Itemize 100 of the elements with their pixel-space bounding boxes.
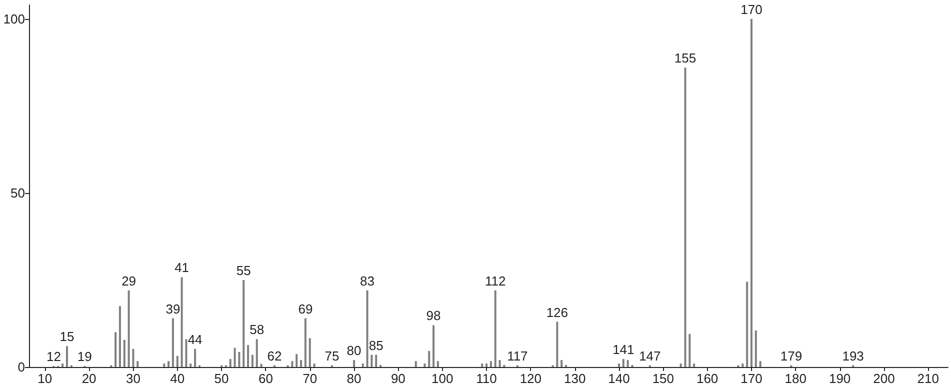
bar [414,361,417,367]
bar [362,364,364,367]
bar [494,290,496,367]
bar [234,348,236,367]
annotation: 98 [426,308,441,324]
bar [256,339,258,367]
x-tick-label: 60 [258,371,273,386]
x-tick-label: 90 [390,371,406,386]
x-tick-label: 100 [432,371,454,386]
x-tick-label: 190 [828,371,851,386]
bar [260,364,262,367]
bar [251,354,254,367]
annotation: 19 [77,348,92,364]
y-tick-label: 50 [10,185,25,200]
x-tick-label: 40 [170,371,185,386]
bar [247,345,250,367]
annotation: 29 [122,273,136,288]
bar [759,361,762,367]
x-tick-label: 180 [784,371,806,386]
annotation: 62 [267,348,282,364]
bar [622,358,624,367]
x-tick-label: 200 [873,371,895,386]
x-tick-label: 80 [346,371,362,386]
bar [300,360,302,367]
bar [168,361,170,367]
y-tick-label: 100 [3,11,25,26]
bar [163,364,166,367]
x-tick-label: 50 [214,371,229,386]
bar [180,277,183,367]
bar [432,325,435,367]
annotation: 55 [236,262,251,278]
annotation: 69 [298,301,313,316]
bar [123,340,126,367]
bar [176,356,178,367]
bar [370,354,373,367]
bar [688,334,691,367]
bar [618,364,620,367]
bar [680,364,682,367]
annotation: 85 [368,338,384,353]
bar [238,352,240,367]
bar [626,360,629,367]
bar [693,364,696,367]
x-tick-label: 70 [302,371,318,386]
bar [486,364,488,367]
bar [229,358,232,367]
bar [375,354,378,367]
bar [114,332,117,367]
annotation: 12 [46,348,61,364]
annotation: 117 [507,348,528,364]
bar [296,354,298,367]
annotation: 15 [60,329,74,344]
bar [750,18,752,367]
annotation: 44 [188,332,202,347]
bar [684,68,686,367]
bar [428,350,430,367]
annotation: 126 [546,304,568,320]
annotation: 112 [484,273,506,288]
bar [481,364,484,367]
x-tick-label: 160 [696,371,718,386]
bar [742,364,744,367]
bar [746,282,748,367]
x-tick-label: 110 [476,371,497,386]
x-tick-label: 130 [564,371,586,386]
bar [308,338,311,367]
annotation: 170 [740,2,762,17]
bar [190,364,192,367]
annotation: 58 [250,322,264,338]
annotation: 155 [674,50,696,66]
bar [132,348,134,367]
annotation: 83 [360,273,375,288]
bar [313,364,316,367]
x-tick-label: 210 [917,371,939,386]
x-tick-label: 170 [740,371,762,386]
bar [128,290,130,367]
y-tick-label: 0 [18,360,25,374]
annotation: 80 [346,343,362,358]
x-tick-label: 30 [126,371,140,386]
annotation: 39 [166,301,180,316]
x-tick-label: 120 [520,371,542,386]
bar [136,361,139,367]
bar [754,330,757,367]
bar [498,360,501,367]
bar [436,361,439,367]
x-tick-label: 140 [608,371,630,386]
bar [66,346,68,367]
annotation: 41 [174,260,190,276]
bar [291,361,294,367]
annotation: 75 [324,348,340,364]
annotation: 147 [639,348,661,364]
annotation: 179 [780,348,802,364]
x-tick-label: 10 [38,371,52,386]
bar [304,318,306,367]
bar [118,306,121,367]
bar [366,290,368,367]
bar [424,364,426,367]
bar [172,318,174,367]
x-tick-label: 20 [82,371,96,386]
x-tick-label: 150 [652,371,674,386]
annotation: 193 [842,348,864,364]
annotation: 141 [612,342,634,357]
